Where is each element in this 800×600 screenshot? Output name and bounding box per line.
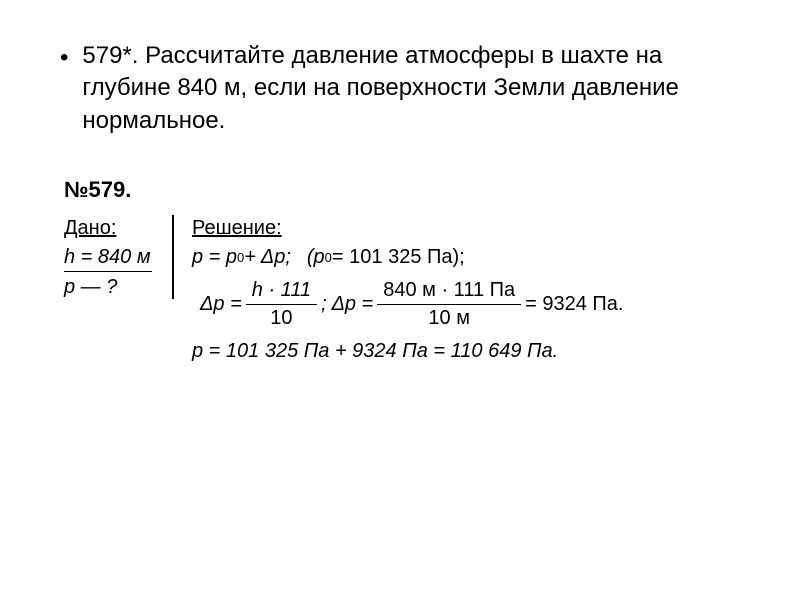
bullet: • [60, 44, 68, 72]
equation-2: Δp = h · 111 10 ; Δp = 840 м · 111 Па 10… [192, 279, 623, 330]
problem-text: 579*. Рассчитайте давление атмосферы в ш… [82, 40, 740, 137]
given-label: Дано: [64, 217, 152, 240]
fraction-1: h · 111 10 [246, 279, 317, 330]
problem-statement: • 579*. Рассчитайте давление атмосферы в… [60, 40, 740, 137]
given-question: p — ? [64, 276, 152, 299]
equation-3: p = 101 325 Па + 9324 Па = 110 649 Па. [192, 340, 623, 363]
solution-label: Решение: [192, 217, 623, 240]
solution-column: Решение: p = p0 + Δp; (p0 = 101 325 Па);… [174, 215, 623, 373]
fraction-2: 840 м · 111 Па 10 м [377, 279, 521, 330]
equation-1: p = p0 + Δp; (p0 = 101 325 Па); [192, 246, 623, 269]
solution-number: №579. [64, 177, 740, 203]
solution-body: Дано: h = 840 м p — ? Решение: p = p0 + … [64, 215, 740, 373]
given-column: Дано: h = 840 м p — ? [64, 215, 174, 299]
given-h-value: h = 840 м [64, 246, 152, 272]
